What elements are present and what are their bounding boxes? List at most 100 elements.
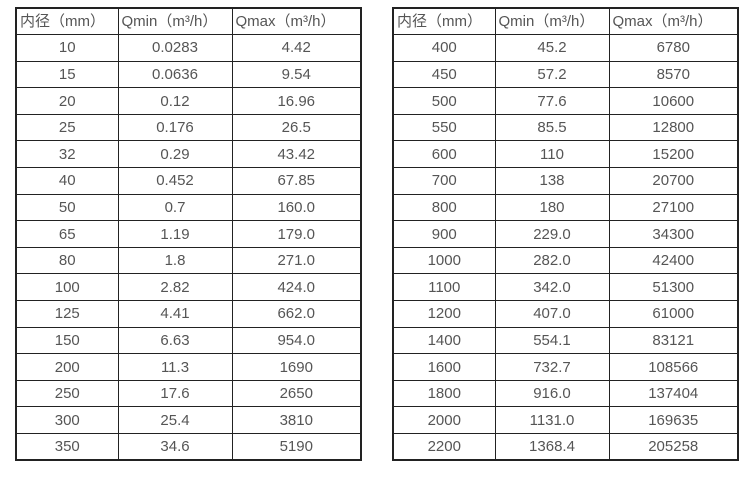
table-cell: 17.6 <box>117 379 233 408</box>
table-cell: 1.8 <box>117 246 233 275</box>
table-row: 300 25.4 3810 <box>15 406 362 434</box>
table-cell: 179.0 <box>231 220 362 248</box>
header-row: 内径（mm） Qmin（m³/h） Qmax（m³/h） <box>392 7 739 36</box>
table-cell: 26.5 <box>231 113 362 142</box>
table-cell: 407.0 <box>494 300 610 328</box>
table-row: 150 6.63 954.0 <box>15 326 362 355</box>
table-cell: 2.82 <box>117 273 233 302</box>
table-row: 20 0.12 16.96 <box>15 87 362 115</box>
table-row: 1000 282.0 42400 <box>392 246 739 275</box>
table-row: 450 57.2 8570 <box>392 60 739 89</box>
table-cell: 550 <box>392 113 496 142</box>
table-cell: 1200 <box>392 300 496 328</box>
table-cell: 954.0 <box>231 326 362 355</box>
table-cell: 0.0636 <box>117 60 233 89</box>
table-cell: 83121 <box>608 326 739 355</box>
table-row: 200 11.3 1690 <box>15 353 362 381</box>
table-cell: 51300 <box>608 273 739 302</box>
table-cell: 424.0 <box>231 273 362 302</box>
table-cell: 180 <box>494 193 610 222</box>
table-row: 2000 1131.0 169635 <box>392 406 739 434</box>
table-row: 1600 732.7 108566 <box>392 353 739 381</box>
table-cell: 169635 <box>608 406 739 434</box>
table-cell: 40 <box>15 167 119 195</box>
table-row: 1800 916.0 137404 <box>392 379 739 408</box>
table-cell: 4.41 <box>117 300 233 328</box>
table-cell: 205258 <box>608 433 739 461</box>
table-cell: 300 <box>15 406 119 434</box>
table-cell: 916.0 <box>494 379 610 408</box>
table-row: 500 77.6 10600 <box>392 87 739 115</box>
table-cell: 16.96 <box>231 87 362 115</box>
table-cell: 0.12 <box>117 87 233 115</box>
table-cell: 4.42 <box>231 34 362 62</box>
table-cell: 2000 <box>392 406 496 434</box>
table-cell: 42400 <box>608 246 739 275</box>
table-cell: 8570 <box>608 60 739 89</box>
table-cell: 500 <box>392 87 496 115</box>
column-header: Qmax（m³/h） <box>608 7 739 36</box>
table-row: 1400 554.1 83121 <box>392 326 739 355</box>
table-row: 350 34.6 5190 <box>15 433 362 461</box>
table-cell: 5190 <box>231 433 362 461</box>
table-cell: 3810 <box>231 406 362 434</box>
table-cell: 15200 <box>608 140 739 169</box>
table-cell: 108566 <box>608 353 739 381</box>
table-cell: 662.0 <box>231 300 362 328</box>
table-cell: 25.4 <box>117 406 233 434</box>
table-cell: 0.452 <box>117 167 233 195</box>
flow-table-large-diameters: 内径（mm） Qmin（m³/h） Qmax（m³/h） 400 45.2 6780 450… <box>392 7 739 462</box>
table-cell: 2200 <box>392 433 496 461</box>
table-row: 800 180 27100 <box>392 193 739 222</box>
table-cell: 250 <box>15 379 119 408</box>
table-cell: 342.0 <box>494 273 610 302</box>
table-cell: 2650 <box>231 379 362 408</box>
table-cell: 160.0 <box>231 193 362 222</box>
table-cell: 45.2 <box>494 34 610 62</box>
table-cell: 138 <box>494 167 610 195</box>
table-cell: 0.0283 <box>117 34 233 62</box>
table-cell: 1600 <box>392 353 496 381</box>
table-cell: 25 <box>15 113 119 142</box>
table-cell: 150 <box>15 326 119 355</box>
table-cell: 6780 <box>608 34 739 62</box>
table-cell: 700 <box>392 167 496 195</box>
table-cell: 100 <box>15 273 119 302</box>
table-cell: 27100 <box>608 193 739 222</box>
table-cell: 400 <box>392 34 496 62</box>
table-cell: 11.3 <box>117 353 233 381</box>
table-row: 50 0.7 160.0 <box>15 193 362 222</box>
column-header: Qmax（m³/h） <box>231 7 362 36</box>
table-cell: 137404 <box>608 379 739 408</box>
table-cell: 20700 <box>608 167 739 195</box>
table-row: 32 0.29 43.42 <box>15 140 362 169</box>
table-cell: 0.29 <box>117 140 233 169</box>
table-row: 550 85.5 12800 <box>392 113 739 142</box>
table-cell: 34300 <box>608 220 739 248</box>
table-cell: 77.6 <box>494 87 610 115</box>
table-cell: 732.7 <box>494 353 610 381</box>
flow-table-small-diameters: 内径（mm） Qmin（m³/h） Qmax（m³/h） 10 0.0283 4.42 15… <box>15 7 362 462</box>
table-row: 1200 407.0 61000 <box>392 300 739 328</box>
table-cell: 1368.4 <box>494 433 610 461</box>
table-cell: 271.0 <box>231 246 362 275</box>
table-cell: 57.2 <box>494 60 610 89</box>
table-cell: 20 <box>15 87 119 115</box>
table-row: 40 0.452 67.85 <box>15 167 362 195</box>
table-cell: 1000 <box>392 246 496 275</box>
table-row: 900 229.0 34300 <box>392 220 739 248</box>
table-row: 1100 342.0 51300 <box>392 273 739 302</box>
table-cell: 0.176 <box>117 113 233 142</box>
table-cell: 10600 <box>608 87 739 115</box>
table-row: 600 110 15200 <box>392 140 739 169</box>
table-cell: 50 <box>15 193 119 222</box>
table-row: 65 1.19 179.0 <box>15 220 362 248</box>
table-row: 80 1.8 271.0 <box>15 246 362 275</box>
table-cell: 1690 <box>231 353 362 381</box>
table-cell: 350 <box>15 433 119 461</box>
table-cell: 1.19 <box>117 220 233 248</box>
table-cell: 229.0 <box>494 220 610 248</box>
table-cell: 85.5 <box>494 113 610 142</box>
table-cell: 554.1 <box>494 326 610 355</box>
table-cell: 900 <box>392 220 496 248</box>
